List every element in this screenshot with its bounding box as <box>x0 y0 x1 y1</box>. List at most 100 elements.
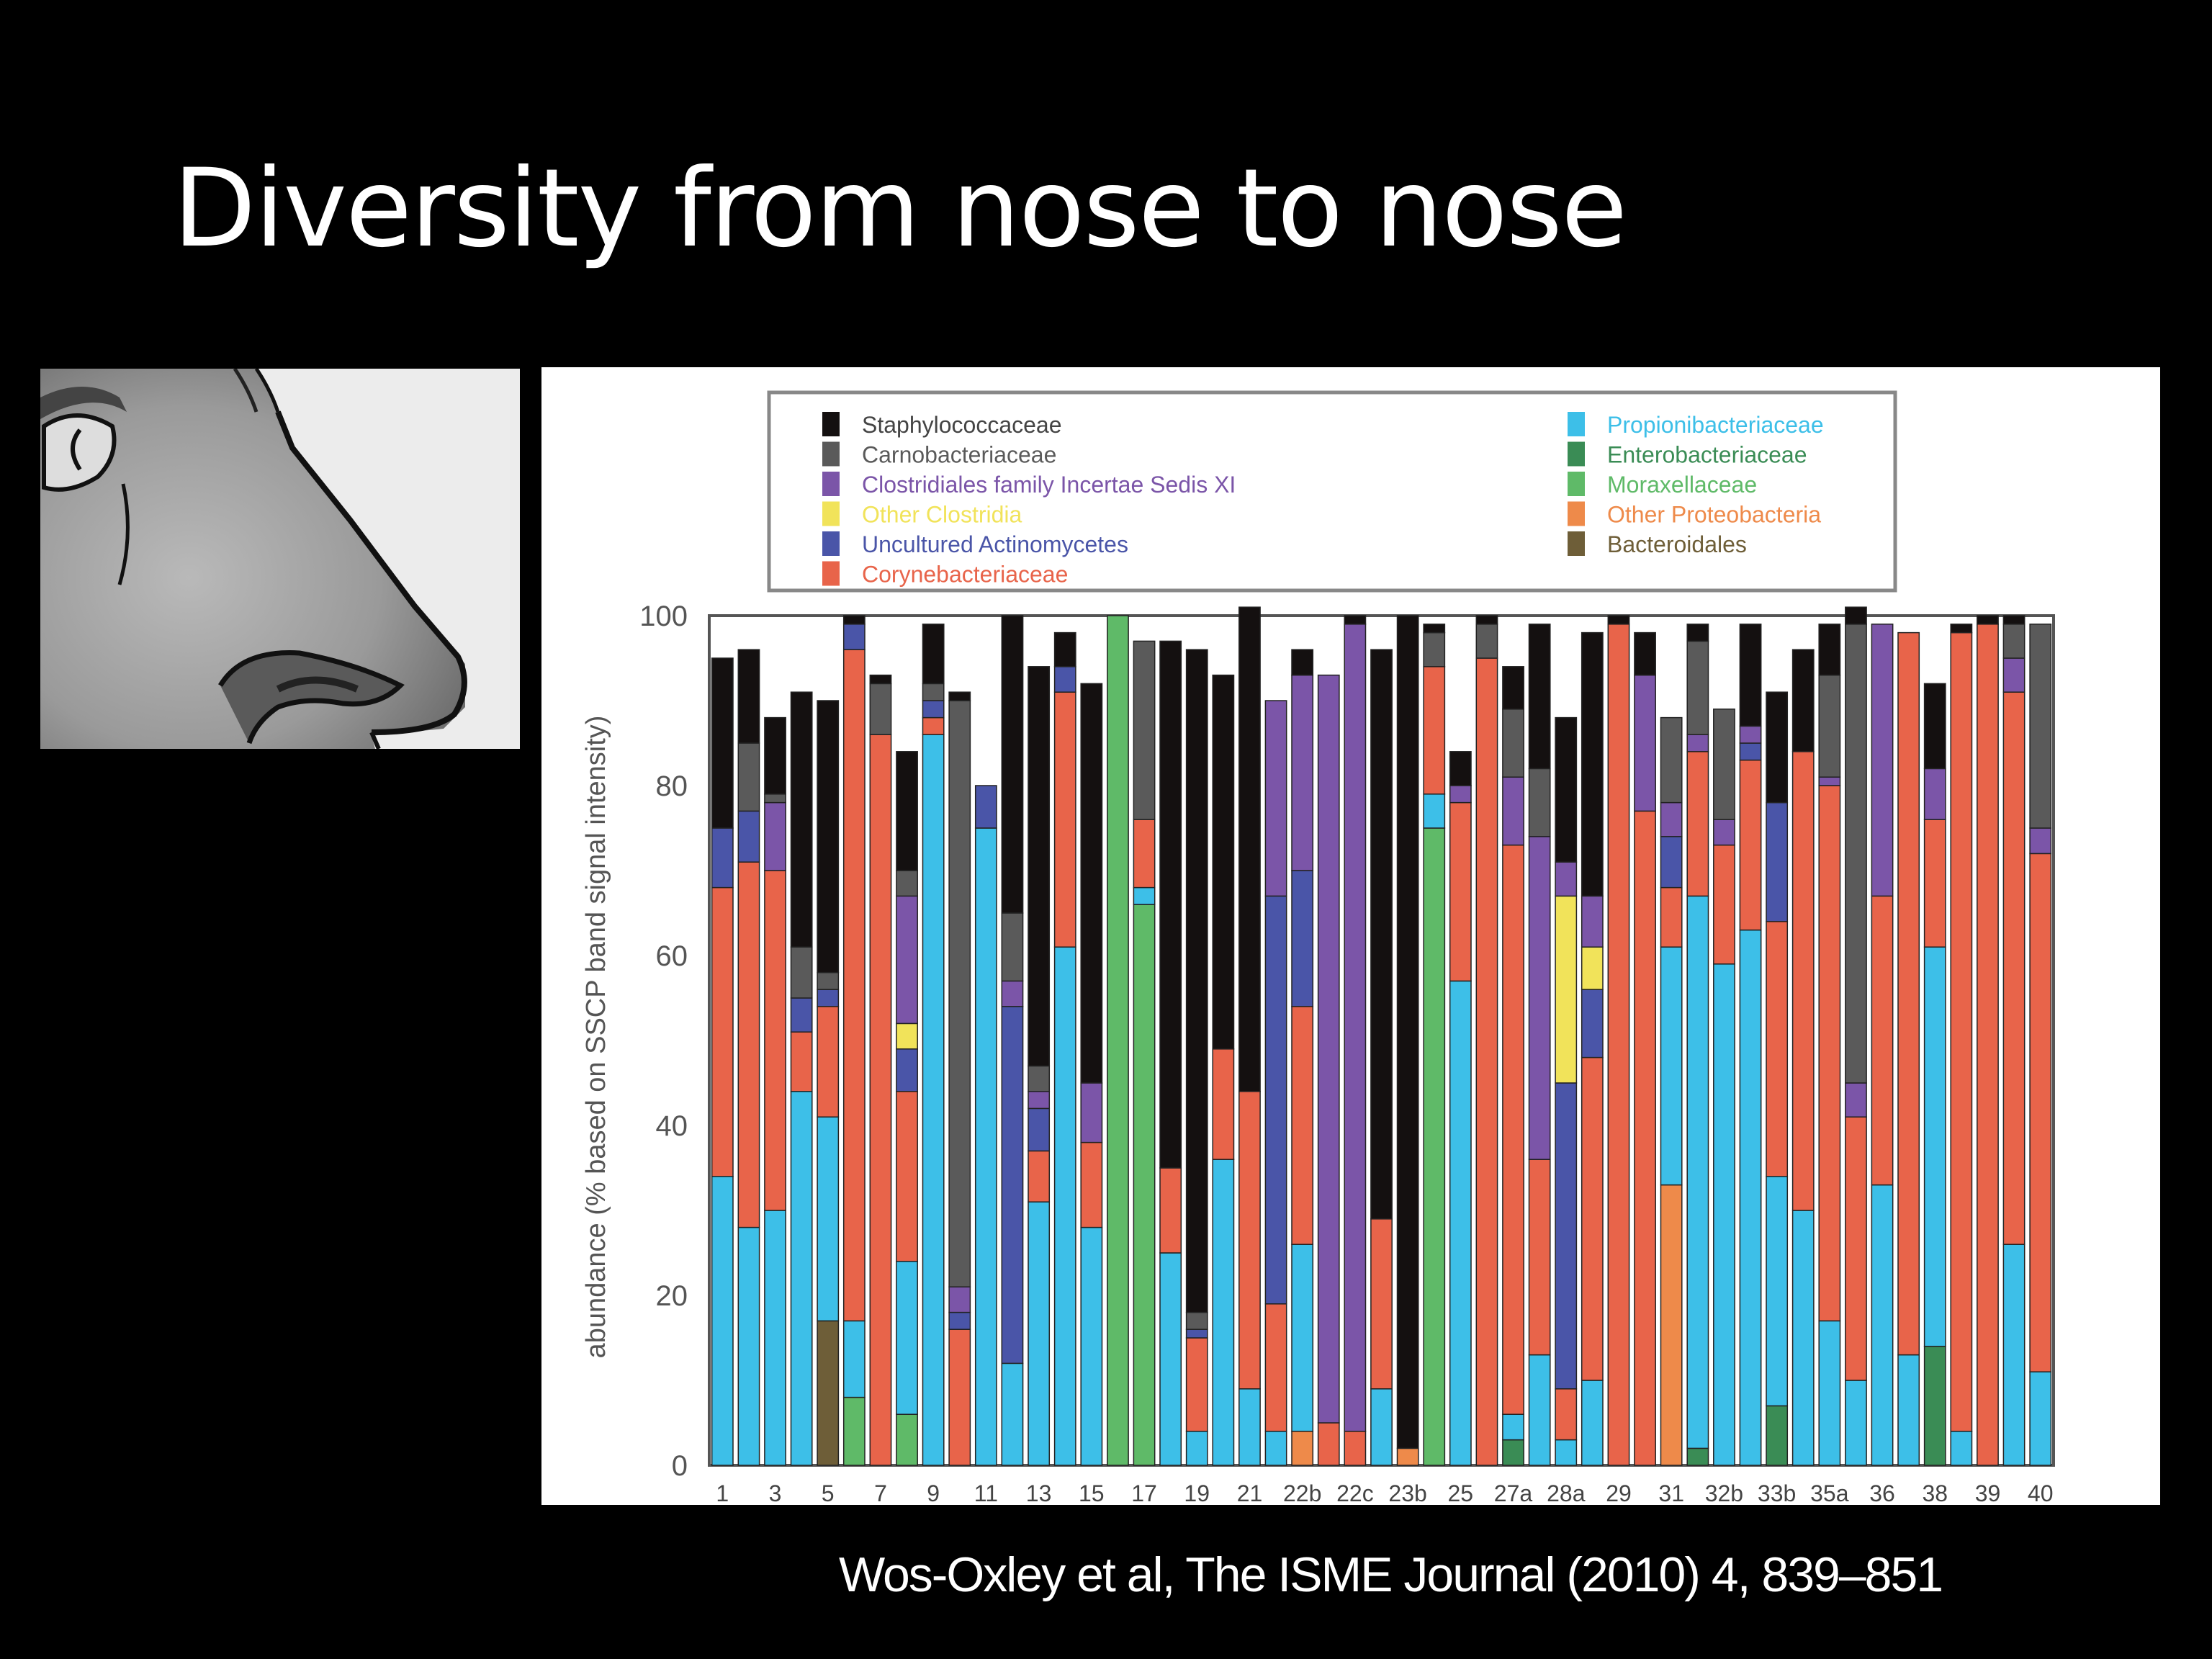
bar-segment-coryn <box>922 716 945 735</box>
bar-segment-clos <box>1739 725 1762 744</box>
bar-segment-carno <box>948 700 971 1287</box>
bar-segment-oprot <box>1291 1431 1314 1466</box>
y-axis: 0 20 40 60 80 100 <box>639 601 688 1482</box>
bar-segment-coryn <box>1977 624 1999 1466</box>
bar-segment-carno <box>1133 640 1156 820</box>
bar-segment-staph <box>1053 631 1076 667</box>
y-tick-label: 40 <box>656 1110 688 1142</box>
bar-segment-propi <box>1449 980 1472 1466</box>
bar-segment-morax <box>842 1396 866 1466</box>
bar-27 <box>1396 615 1419 1466</box>
bar-14 <box>1053 631 1076 1466</box>
bar-segment-coryn <box>1950 631 1973 1432</box>
bar-segment-propi <box>1212 1159 1235 1466</box>
x-tick-label: 9 <box>927 1480 940 1505</box>
bar-segment-coryn <box>1159 1167 1182 1254</box>
citation: Wos-Oxley et al, The ISME Journal (2010)… <box>839 1547 1943 1602</box>
bar-segment-coryn <box>1739 759 1762 931</box>
bar-segment-clos <box>1291 674 1314 871</box>
bar-35 <box>1607 615 1630 1466</box>
bar-segment-coryn <box>1818 785 1841 1322</box>
bar-segment-coryn <box>2029 853 2052 1372</box>
bar-segment-propi <box>974 827 997 1466</box>
bar-segment-coryn <box>1713 844 1735 965</box>
bar-segment-propi <box>2002 1244 2026 1466</box>
bar-segment-carno <box>896 870 918 897</box>
bar-segment-staph <box>1449 751 1472 786</box>
bar-10 <box>948 691 971 1466</box>
bar-18 <box>1159 640 1182 1466</box>
y-tick-label: 60 <box>656 940 688 972</box>
bar-segment-staph <box>1212 674 1235 1050</box>
bar-segment-coryn <box>2002 691 2026 1245</box>
plot-area <box>708 606 2055 1467</box>
bar-segment-coryn <box>1871 895 1894 1186</box>
bar-segment-staph <box>1159 640 1182 1169</box>
bar-segment-carno <box>922 683 945 701</box>
bar-segment-coryn <box>1028 1150 1051 1202</box>
bar-segment-coryn <box>1344 1431 1367 1466</box>
bar-segment-carno <box>1713 709 1735 820</box>
bar-segment-staph <box>1001 615 1024 914</box>
bar-segment-propi <box>1528 1354 1551 1466</box>
bar-segment-unact <box>896 1048 918 1092</box>
nose-drawing-icon <box>40 369 520 749</box>
legend-swatch-oclos <box>822 501 840 526</box>
bar-segment-propi <box>1581 1380 1604 1466</box>
bar-8 <box>896 751 918 1466</box>
bar-segment-carno <box>1845 624 1867 1084</box>
bar-segment-carno <box>1660 716 1683 804</box>
nose-illustration <box>40 369 520 749</box>
bar-20 <box>1212 674 1235 1466</box>
bar-29 <box>1449 751 1472 1466</box>
legend-label-staph: Staphylococcaceae <box>862 412 1062 438</box>
bar-segment-propi <box>1185 1431 1208 1466</box>
bar-segment-propi <box>1028 1201 1051 1466</box>
bar-segment-carno <box>737 742 760 812</box>
bar-segment-unact <box>817 989 840 1007</box>
bar-segment-unact <box>1766 801 1789 922</box>
bar-segment-unact <box>711 827 734 889</box>
x-tick-label: 15 <box>1079 1480 1105 1505</box>
bar-segment-propi <box>1660 946 1683 1186</box>
bar-segment-staph <box>1291 649 1314 676</box>
bar-segment-coryn <box>1423 666 1446 795</box>
legend-label-entero: Enterobacteriaceae <box>1607 442 1807 468</box>
bar-segment-unact <box>1660 836 1683 889</box>
figure-panel: Staphylococcaceae Carnobacteriaceae Clostr… <box>541 367 2160 1506</box>
legend-frame <box>767 390 1897 593</box>
bar-segment-clos <box>1001 980 1024 1007</box>
bar-segment-morax <box>1133 904 1156 1466</box>
bar-segment-staph <box>1396 615 1419 1449</box>
bar-segment-clos <box>1317 674 1340 1424</box>
bar-segment-coryn <box>948 1328 971 1466</box>
bar-segment-clos <box>1713 819 1735 846</box>
bar-48 <box>1950 624 1973 1466</box>
bar-segment-unact <box>1581 989 1604 1058</box>
legend-label-bact: Bacteroidales <box>1607 531 1747 557</box>
bar-segment-coryn <box>1133 819 1156 889</box>
bar-segment-oclos <box>1581 946 1604 990</box>
bar-segment-staph <box>1950 624 1973 634</box>
x-tick-label: 11 <box>974 1480 998 1505</box>
bar-segment-coryn <box>764 870 786 1211</box>
bar-segment-oprot <box>1396 1447 1419 1466</box>
bar-segment-coryn <box>1053 691 1076 948</box>
bar-segment-staph <box>790 691 813 948</box>
x-tick-label: 25 <box>1448 1480 1474 1505</box>
bar-46 <box>1897 631 1920 1466</box>
bar-segment-coryn <box>869 734 892 1466</box>
bar-segment-clos <box>1555 861 1578 897</box>
legend-swatch-unact <box>822 531 840 556</box>
x-tick-label: 38 <box>1923 1480 1948 1505</box>
legend-swatch-propi <box>1568 412 1585 436</box>
bar-segment-unact <box>1001 1006 1024 1364</box>
bar-segment-propi <box>1845 1380 1867 1466</box>
bar-segment-carno <box>1475 624 1498 659</box>
bar-segment-propi <box>1080 1226 1103 1466</box>
bar-segment-coryn <box>1212 1048 1235 1160</box>
bar-segment-propi <box>1423 793 1446 829</box>
bar-segment-coryn <box>1791 751 1815 1211</box>
bar-segment-carno <box>1028 1065 1051 1092</box>
bar-segment-clos <box>1845 1082 1867 1118</box>
